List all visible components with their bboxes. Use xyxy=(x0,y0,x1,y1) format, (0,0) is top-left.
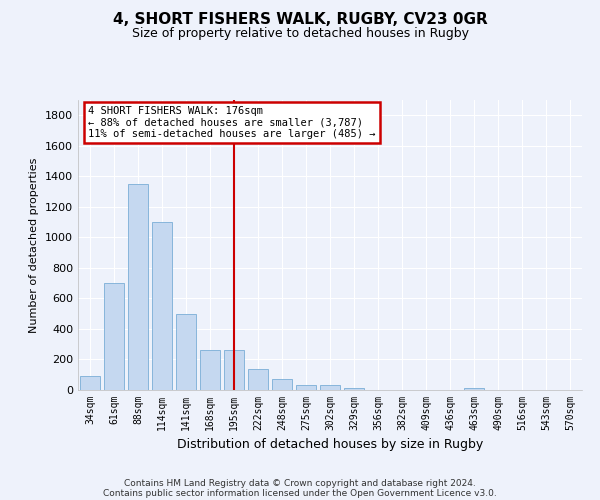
Bar xyxy=(296,384,316,390)
Text: Size of property relative to detached houses in Rugby: Size of property relative to detached ho… xyxy=(131,28,469,40)
Bar xyxy=(104,283,124,390)
Bar xyxy=(248,368,268,390)
Text: Contains public sector information licensed under the Open Government Licence v3: Contains public sector information licen… xyxy=(103,488,497,498)
Bar xyxy=(176,314,196,390)
Bar xyxy=(80,376,100,390)
Text: 4, SHORT FISHERS WALK, RUGBY, CV23 0GR: 4, SHORT FISHERS WALK, RUGBY, CV23 0GR xyxy=(113,12,487,28)
Bar xyxy=(152,222,172,390)
Bar xyxy=(200,350,220,390)
Text: Contains HM Land Registry data © Crown copyright and database right 2024.: Contains HM Land Registry data © Crown c… xyxy=(124,478,476,488)
Bar xyxy=(128,184,148,390)
Bar xyxy=(344,388,364,390)
Bar xyxy=(272,380,292,390)
X-axis label: Distribution of detached houses by size in Rugby: Distribution of detached houses by size … xyxy=(177,438,483,452)
Bar xyxy=(464,388,484,390)
Bar xyxy=(224,350,244,390)
Bar xyxy=(320,384,340,390)
Y-axis label: Number of detached properties: Number of detached properties xyxy=(29,158,40,332)
Text: 4 SHORT FISHERS WALK: 176sqm
← 88% of detached houses are smaller (3,787)
11% of: 4 SHORT FISHERS WALK: 176sqm ← 88% of de… xyxy=(88,106,376,139)
